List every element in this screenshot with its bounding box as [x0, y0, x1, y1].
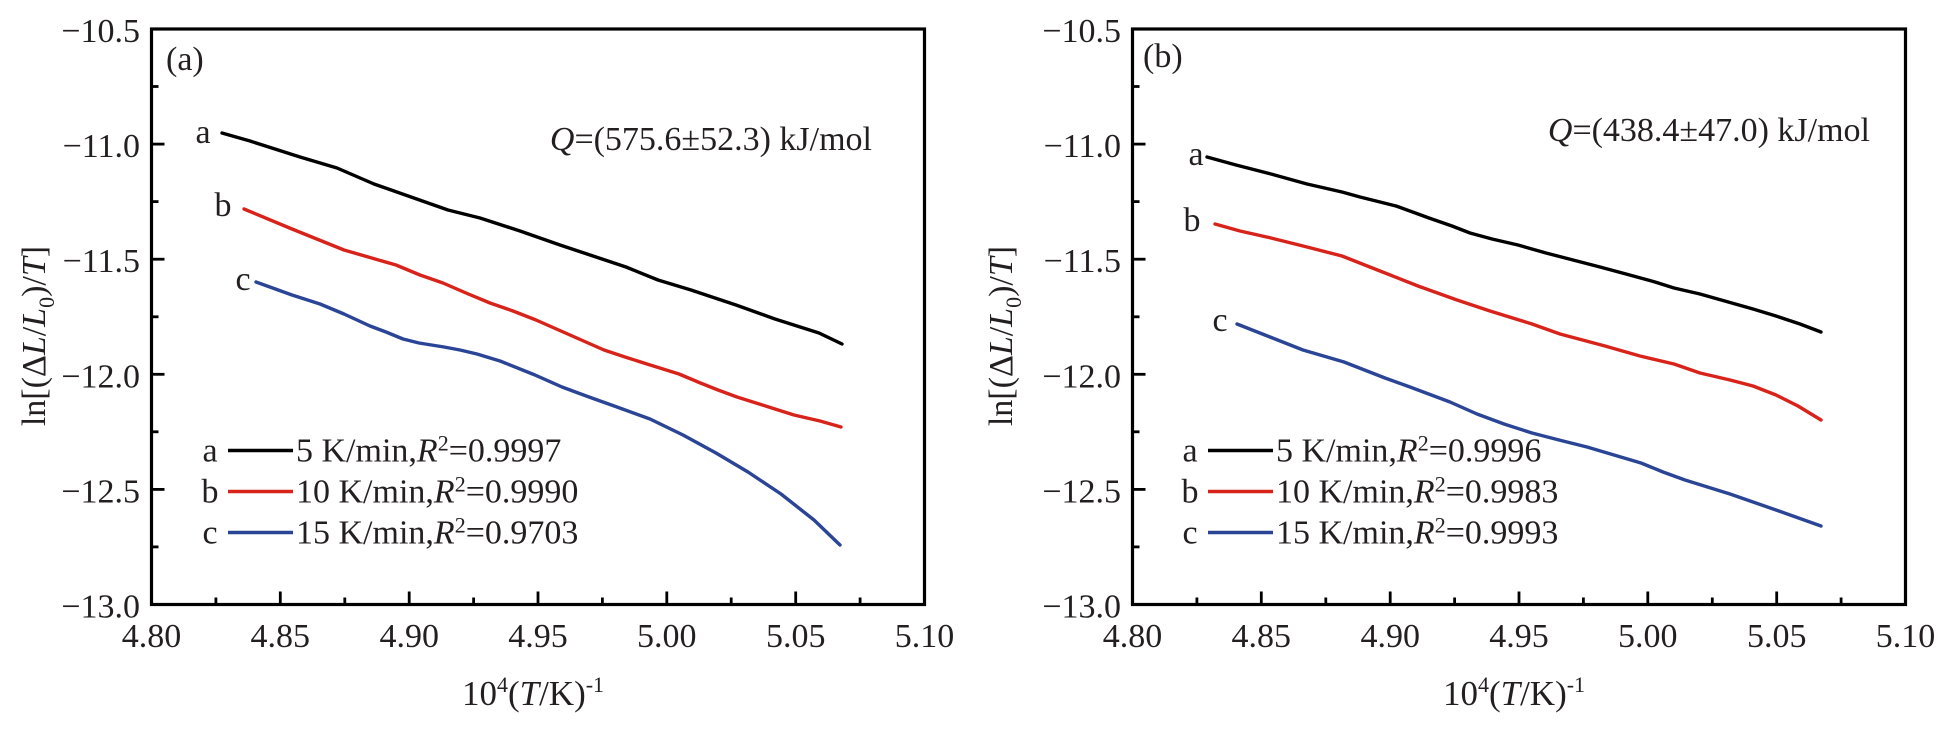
svg-text:a: a: [202, 433, 217, 470]
svg-text:c: c: [202, 515, 217, 552]
svg-text:−12.5: −12.5: [1042, 473, 1121, 510]
svg-text:−11.0: −11.0: [63, 128, 140, 165]
svg-text:ln[(ΔL/L0)/T]: ln[(ΔL/L0)/T]: [983, 246, 1026, 426]
svg-text:−12.0: −12.0: [1042, 358, 1121, 395]
svg-text:5.00: 5.00: [1618, 618, 1678, 655]
svg-text:b: b: [215, 187, 232, 224]
svg-text:−13.0: −13.0: [61, 589, 140, 626]
svg-text:Q=(438.4±47.0) kJ/mol: Q=(438.4±47.0) kJ/mol: [1548, 112, 1870, 149]
svg-text:5.10: 5.10: [895, 618, 955, 655]
svg-text:b: b: [1184, 202, 1201, 239]
svg-text:c: c: [235, 261, 250, 298]
svg-text:5 K/min,R2=0.9996: 5 K/min,R2=0.9996: [1276, 431, 1541, 470]
svg-text:4.85: 4.85: [1232, 618, 1292, 655]
svg-text:5.10: 5.10: [1876, 618, 1936, 655]
svg-text:a: a: [1188, 136, 1203, 173]
svg-text:c: c: [1182, 515, 1197, 552]
svg-text:5.00: 5.00: [637, 618, 697, 655]
svg-text:−11.0: −11.0: [1044, 128, 1121, 165]
svg-text:a: a: [195, 114, 210, 151]
svg-text:4.95: 4.95: [508, 618, 568, 655]
svg-text:(b): (b): [1143, 38, 1183, 75]
svg-text:4.90: 4.90: [379, 618, 439, 655]
svg-text:−12.5: −12.5: [61, 473, 140, 510]
svg-text:15 K/min,R2=0.9993: 15 K/min,R2=0.9993: [1276, 513, 1558, 552]
svg-text:4.80: 4.80: [1103, 618, 1163, 655]
svg-text:10 K/min,R2=0.9990: 10 K/min,R2=0.9990: [296, 472, 578, 511]
svg-text:5 K/min,R2=0.9997: 5 K/min,R2=0.9997: [296, 431, 561, 470]
svg-text:b: b: [202, 474, 219, 511]
svg-text:−11.5: −11.5: [63, 243, 140, 280]
svg-text:c: c: [1212, 302, 1227, 339]
svg-text:−10.5: −10.5: [1042, 13, 1121, 50]
svg-text:5.05: 5.05: [766, 618, 826, 655]
svg-text:10 K/min,R2=0.9983: 10 K/min,R2=0.9983: [1276, 472, 1558, 511]
svg-text:(a): (a): [166, 41, 204, 78]
svg-text:ln[(ΔL/L0)/T]: ln[(ΔL/L0)/T]: [16, 246, 59, 426]
svg-text:4.90: 4.90: [1360, 618, 1420, 655]
svg-text:15 K/min,R2=0.9703: 15 K/min,R2=0.9703: [296, 513, 578, 552]
svg-text:−12.0: −12.0: [61, 358, 140, 395]
svg-text:−10.5: −10.5: [61, 13, 140, 50]
svg-text:104(T/K)-1: 104(T/K)-1: [462, 672, 604, 713]
svg-text:b: b: [1182, 474, 1199, 511]
svg-text:−13.0: −13.0: [1042, 589, 1121, 626]
svg-text:Q=(575.6±52.3) kJ/mol: Q=(575.6±52.3) kJ/mol: [550, 121, 872, 158]
svg-text:−11.5: −11.5: [1044, 243, 1121, 280]
svg-text:104(T/K)-1: 104(T/K)-1: [1443, 672, 1585, 713]
svg-text:5.05: 5.05: [1747, 618, 1807, 655]
svg-text:4.80: 4.80: [122, 618, 182, 655]
svg-text:4.95: 4.95: [1489, 618, 1549, 655]
svg-text:4.85: 4.85: [251, 618, 311, 655]
svg-text:a: a: [1182, 433, 1197, 470]
